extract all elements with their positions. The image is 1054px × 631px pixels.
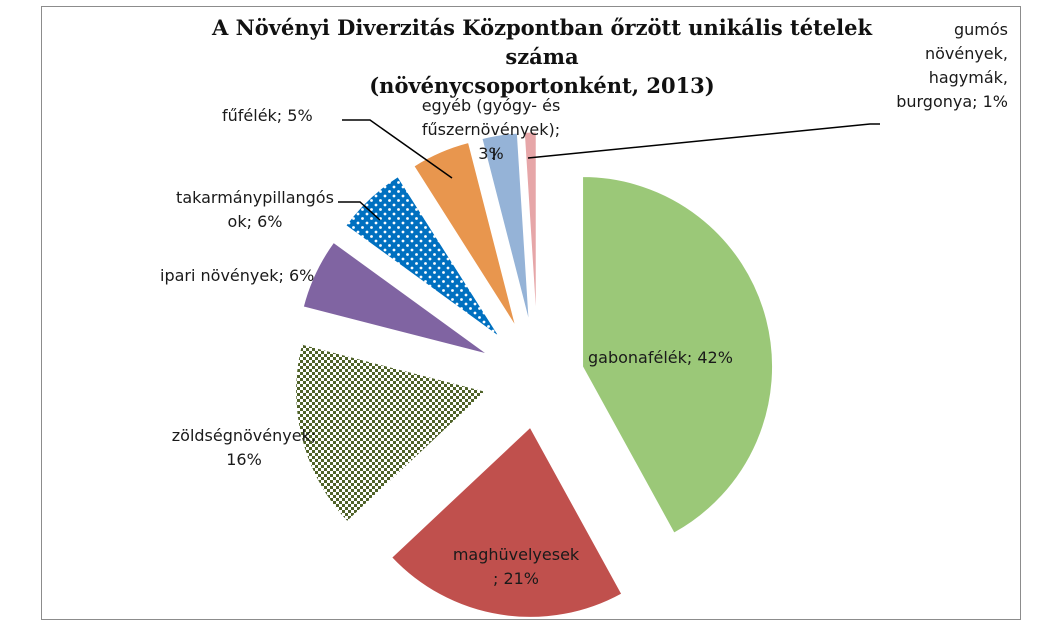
slice-label: maghüvelyesek ; 21% [452, 545, 580, 588]
chart-subtitle: (növénycsoportonként, 2013) [369, 73, 715, 98]
pie-slice [345, 176, 501, 338]
leader-line [338, 201, 381, 221]
pie-slice [295, 343, 487, 523]
slice-label: takarmánypillangós ok; 6% [176, 188, 334, 231]
chart-title: A Növényi Diverzitás Központban őrzött u… [211, 15, 873, 69]
pie-slice [481, 132, 530, 323]
slice-label: gabonafélék; 42% [588, 348, 733, 367]
slice-label: gumós növények, hagymák, burgonya; 1% [896, 20, 1008, 111]
leader-line [342, 119, 453, 179]
leader-line [527, 123, 880, 159]
slice-label: fűfélék; 5% [222, 106, 313, 125]
pie-slice [302, 241, 488, 355]
pie-slice [390, 426, 623, 618]
slice-label: ipari növények; 6% [160, 266, 315, 285]
slice-label: zöldségnövények; 16% [171, 426, 317, 469]
chart-title-block: A Növényi Diverzitás Központban őrzött u… [172, 13, 912, 100]
pie-slice [413, 141, 517, 327]
pie-slice [523, 131, 537, 323]
pie-slice [582, 176, 774, 534]
slice-label: egyéb (gyógy- és fűszernövények); 3% [421, 96, 561, 163]
